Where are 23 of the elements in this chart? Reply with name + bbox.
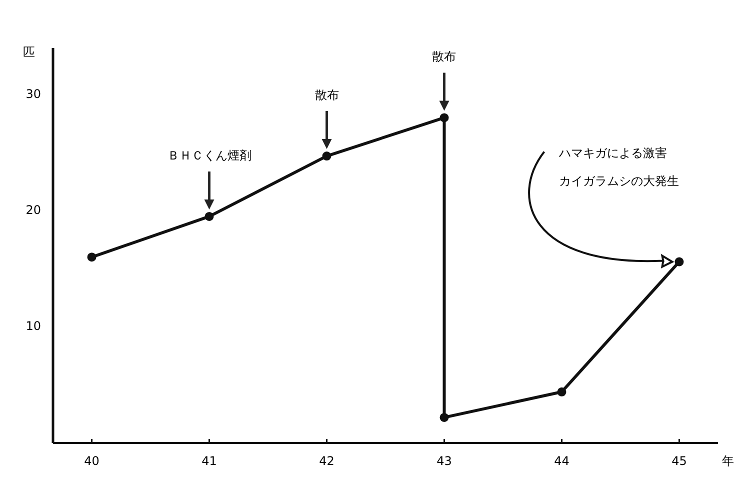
y-tick-label: 20 xyxy=(26,202,41,217)
y-tick-label: 30 xyxy=(26,86,41,101)
y-axis-title: 匹 xyxy=(23,45,35,59)
point xyxy=(440,412,449,422)
point xyxy=(674,257,684,266)
point xyxy=(204,212,214,221)
annotation: カイガラムシの大発生 xyxy=(559,174,680,188)
x-tick-label: 40 xyxy=(84,454,100,468)
y-tick-label: 10 xyxy=(26,319,41,334)
x-axis-title: 年 xyxy=(722,454,734,468)
point xyxy=(557,387,566,396)
x-tick-label: 44 xyxy=(554,454,570,468)
annotation: 散布 xyxy=(314,88,339,102)
x-tick-label: 41 xyxy=(202,454,217,468)
point xyxy=(87,252,96,262)
x-tick-label: 42 xyxy=(319,454,334,468)
x-tick-label: 43 xyxy=(436,454,452,468)
point xyxy=(322,152,332,161)
point xyxy=(440,113,449,122)
annotation: ハマキガによる激害 xyxy=(558,146,668,160)
annotation: 散布 xyxy=(432,50,456,64)
annotation: ＢＨＣくん煙剤 xyxy=(167,148,252,162)
x-tick-label: 45 xyxy=(672,454,687,468)
